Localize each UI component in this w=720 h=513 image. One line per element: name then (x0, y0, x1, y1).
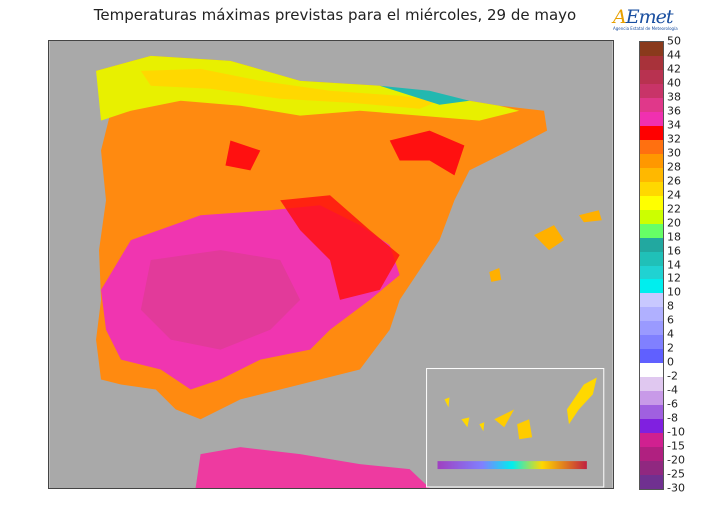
legend-band (640, 279, 663, 294)
legend-label: 0 (667, 355, 674, 369)
legend-label: 28 (667, 160, 681, 174)
temperature-color-scale (639, 41, 664, 490)
legend-band (640, 97, 663, 112)
legend-band (640, 181, 663, 196)
legend-band (640, 167, 663, 182)
legend-band (640, 42, 663, 56)
legend-label: -10 (667, 425, 685, 439)
legend-label: -6 (667, 397, 678, 411)
north-africa-region (195, 447, 430, 488)
logo-subtitle: Agencia Estatal de Meteorología (613, 26, 678, 31)
legend-label: -15 (667, 439, 685, 453)
legend-label: 26 (667, 174, 681, 188)
canary-islands-inset (426, 368, 605, 488)
legend-label: 2 (667, 341, 674, 355)
legend-label: 8 (667, 299, 674, 313)
legend-band (640, 139, 663, 154)
map-title: Temperaturas máximas previstas para el m… (93, 6, 577, 24)
legend-band (640, 293, 663, 308)
legend-band (640, 111, 663, 126)
legend-label: 50 (667, 34, 681, 48)
legend-band (640, 69, 663, 84)
legend-label: 44 (667, 48, 681, 62)
legend-band (640, 195, 663, 210)
legend-label: 38 (667, 90, 681, 104)
legend-band (640, 237, 663, 252)
balearic-islands (489, 210, 602, 282)
legend-label: 40 (667, 76, 681, 90)
legend-band (640, 433, 663, 448)
legend-band (640, 265, 663, 280)
legend-band (640, 363, 663, 378)
legend-band (640, 461, 663, 476)
legend-label: 30 (667, 146, 681, 160)
legend-label: 42 (667, 62, 681, 76)
legend-label: 34 (667, 118, 681, 132)
legend-band (640, 447, 663, 462)
legend-label: 16 (667, 244, 681, 258)
legend-label: 6 (667, 313, 674, 327)
legend-band (640, 475, 663, 489)
logo-brand: AEmet (613, 6, 674, 28)
legend-label: -30 (667, 481, 685, 495)
legend-band (640, 419, 663, 434)
legend-band (640, 251, 663, 266)
legend-band (640, 349, 663, 364)
legend-label: -4 (667, 383, 678, 397)
aemet-logo: AEmet Agencia Estatal de Meteorología (613, 6, 683, 40)
temperature-map (48, 40, 614, 489)
legend-label: 24 (667, 188, 681, 202)
legend-label: 4 (667, 327, 674, 341)
legend-band (640, 377, 663, 392)
legend-label: 36 (667, 104, 681, 118)
legend-label: 12 (667, 271, 681, 285)
legend-label: 10 (667, 285, 681, 299)
legend-label: -25 (667, 467, 685, 481)
legend-label: 20 (667, 216, 681, 230)
legend-band (640, 223, 663, 238)
legend-band (640, 125, 663, 140)
legend-label: -20 (667, 453, 685, 467)
legend-band (640, 405, 663, 420)
legend-label: 32 (667, 132, 681, 146)
legend-band (640, 321, 663, 336)
legend-band (640, 307, 663, 322)
legend-band (640, 209, 663, 224)
legend-band (640, 335, 663, 350)
legend-label: 18 (667, 230, 681, 244)
legend-label: -2 (667, 369, 678, 383)
legend-label: 14 (667, 258, 681, 271)
legend-band (640, 55, 663, 70)
legend-label: -8 (667, 411, 678, 425)
legend-label: 22 (667, 202, 681, 216)
legend-band (640, 391, 663, 406)
legend-band (640, 83, 663, 98)
legend-band (640, 153, 663, 168)
